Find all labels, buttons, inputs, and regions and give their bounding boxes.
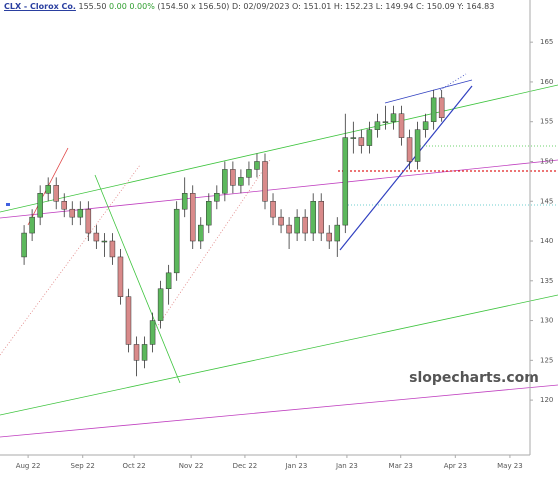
y-tick-label: 140 xyxy=(540,237,553,245)
candle-body xyxy=(69,208,76,218)
trendline xyxy=(0,164,141,356)
x-tick-label: May 23 xyxy=(497,462,523,470)
candle-body xyxy=(101,240,108,243)
candle-body xyxy=(37,193,43,218)
candle-body xyxy=(189,193,196,242)
candle-body xyxy=(109,240,116,258)
candle-body xyxy=(238,177,244,186)
candle-body xyxy=(270,201,276,218)
candle-body xyxy=(366,129,373,146)
header: CLX - Clorox Co. 155.50 0.00 0.00% (154.… xyxy=(4,2,494,11)
candle-body xyxy=(61,201,67,210)
y-tick-label: 135 xyxy=(540,277,553,285)
candle-body xyxy=(21,232,27,258)
candle-body xyxy=(326,232,332,242)
trendline xyxy=(0,384,558,438)
y-tick-label: 155 xyxy=(540,118,553,126)
candle-body xyxy=(390,113,397,122)
quote-detail: (154.50 x 156.50) D: 02/09/2023 O: 151.0… xyxy=(157,2,495,11)
trendline xyxy=(0,84,558,213)
candle-body xyxy=(334,224,341,242)
trendline xyxy=(439,73,467,91)
trendline xyxy=(154,159,271,331)
candle-body xyxy=(246,169,252,178)
candle-body xyxy=(318,201,324,234)
candle-body xyxy=(230,169,236,186)
candle-body xyxy=(438,97,445,118)
candle-body xyxy=(85,208,92,234)
candle-body xyxy=(45,185,51,194)
candle-body xyxy=(350,137,357,139)
y-tick-label: 165 xyxy=(540,38,553,46)
candle-body xyxy=(206,201,212,226)
candle-body xyxy=(422,121,429,130)
candle-body xyxy=(358,137,365,146)
candle-body xyxy=(165,272,172,290)
candle-body xyxy=(149,320,156,345)
candle-body xyxy=(53,185,59,202)
trendline xyxy=(384,79,473,104)
candle-body xyxy=(173,208,180,274)
change: 0.00 0.00% xyxy=(109,2,155,11)
candle-body xyxy=(342,137,349,226)
candle-body xyxy=(93,232,100,242)
x-tick-label: Oct 22 xyxy=(122,462,145,470)
trendline xyxy=(339,85,473,251)
candle-body xyxy=(117,256,124,297)
candle-body xyxy=(77,208,84,218)
y-tick-label: 130 xyxy=(540,317,553,325)
x-tick-label: Mar 23 xyxy=(389,462,413,470)
candle-body xyxy=(262,161,268,202)
x-tick-label: Jan 23 xyxy=(284,462,307,470)
candle-body xyxy=(141,344,148,361)
candle-body xyxy=(254,161,260,170)
candle-body xyxy=(198,224,204,242)
candle-body xyxy=(133,344,140,361)
candle-body xyxy=(278,216,284,226)
trendline xyxy=(94,174,181,384)
y-tick-label: 145 xyxy=(540,197,553,205)
candle-body xyxy=(222,169,228,194)
candle-body xyxy=(406,137,413,162)
candle-body xyxy=(214,193,220,202)
trendline xyxy=(0,294,558,416)
candle-body xyxy=(414,129,421,162)
y-tick-label: 160 xyxy=(540,78,553,86)
x-tick-label: Nov 22 xyxy=(179,462,204,470)
candle-body xyxy=(286,224,292,234)
watermark: slopecharts.com xyxy=(409,370,539,386)
candle-body xyxy=(430,97,437,122)
last-price: 155.50 xyxy=(78,2,107,11)
x-tick-label: Aug 22 xyxy=(16,462,41,470)
marker xyxy=(6,203,10,206)
candle-body xyxy=(125,296,132,345)
candle-body xyxy=(181,193,188,210)
candle-body xyxy=(29,216,35,234)
candle-body xyxy=(302,216,308,234)
x-tick-label: Apr 23 xyxy=(444,462,467,470)
trendline xyxy=(0,159,558,219)
y-tick-label: 125 xyxy=(540,356,553,364)
trendlines xyxy=(0,73,558,438)
candle-body xyxy=(398,113,405,138)
candle-body xyxy=(382,121,389,123)
candle-body xyxy=(310,201,316,234)
symbol: CLX - Clorox Co. xyxy=(4,2,76,11)
candle-body xyxy=(157,288,164,321)
candle-body xyxy=(374,121,381,130)
y-tick-label: 150 xyxy=(540,157,553,165)
candle-body xyxy=(294,216,300,234)
x-tick-label: Jan 23 xyxy=(335,462,358,470)
y-tick-label: 120 xyxy=(540,396,553,404)
x-tick-label: Sep 22 xyxy=(71,462,95,470)
x-tick-label: Dec 22 xyxy=(233,462,258,470)
